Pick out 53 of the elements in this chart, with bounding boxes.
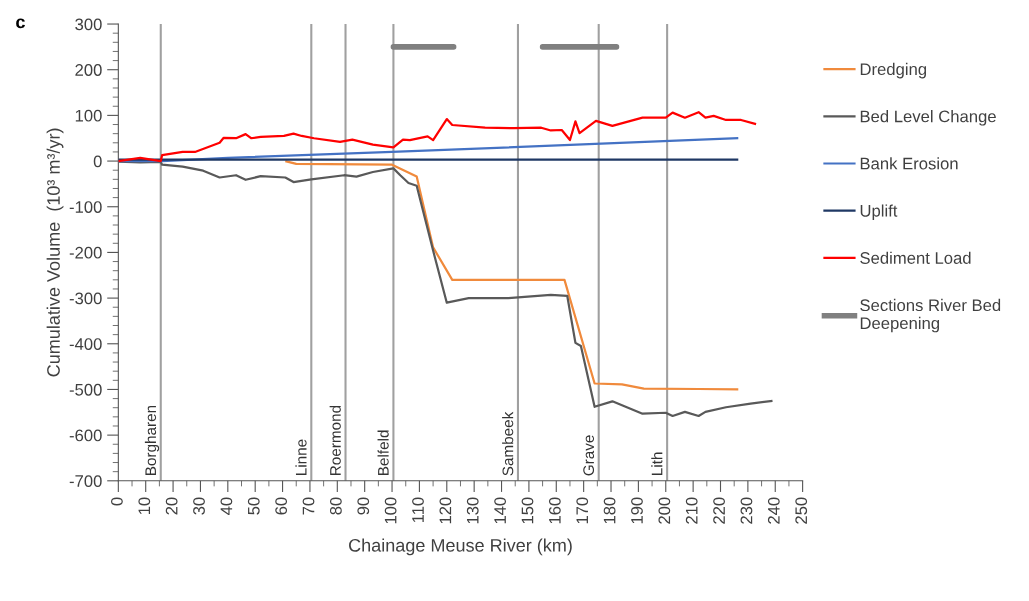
chart-title: c <box>16 18 25 29</box>
y-tick-label: -500 <box>69 383 102 396</box>
legend-label: Dredging <box>860 62 927 79</box>
x-tick-label: 230 <box>740 497 753 524</box>
x-tick-label: 180 <box>603 497 616 524</box>
y-tick-label: -600 <box>69 429 102 442</box>
x-tick-label: 250 <box>795 497 808 524</box>
y-tick-label: -300 <box>69 292 102 305</box>
x-tick-label: 30 <box>193 497 205 515</box>
legend-label: Bed Level Change <box>860 110 996 126</box>
x-tick-label: 60 <box>275 497 288 515</box>
legend-label: Sections River Bed Deepening <box>860 298 1001 333</box>
ref-line-label: Sambeek <box>502 411 514 476</box>
x-tick-label: 80 <box>329 497 342 515</box>
x-tick-label: 140 <box>494 497 507 524</box>
ref-line-label: Belfeld <box>377 430 389 475</box>
x-tick-label: 100 <box>384 497 397 524</box>
legend-label: Uplift <box>860 204 898 220</box>
x-tick-label: 10 <box>138 497 151 515</box>
ref-line-label: Linne <box>295 439 307 475</box>
y-tick-label: -400 <box>69 338 102 350</box>
x-tick-label: 210 <box>685 497 698 524</box>
x-tick-label: 220 <box>713 497 725 524</box>
x-tick-label: 70 <box>302 497 315 515</box>
ref-line-label: Lith <box>651 452 663 475</box>
x-tick-label: 150 <box>521 497 534 524</box>
x-tick-label: 120 <box>439 497 452 524</box>
x-tick-label: 40 <box>220 497 233 515</box>
legend-label: Bank Erosion <box>860 157 958 170</box>
x-tick-label: 0 <box>111 497 123 506</box>
ref-line-label: Borgharen <box>144 405 160 475</box>
x-tick-label: 200 <box>658 497 671 524</box>
x-tick-label: 190 <box>631 497 643 524</box>
y-tick-label: -100 <box>69 201 102 213</box>
ref-line-label: Grave <box>583 435 595 476</box>
x-tick-label: 90 <box>357 497 370 515</box>
legend-label: Sediment Load <box>860 251 971 264</box>
x-tick-label: 20 <box>165 497 178 515</box>
y-axis-title: Cumulative Volume (10³ m³/yr) <box>46 128 64 377</box>
y-tick-label: 0 <box>93 155 102 168</box>
x-tick-label: 160 <box>548 497 561 524</box>
x-tick-label: 50 <box>247 497 260 515</box>
x-tick-label: 170 <box>576 497 589 524</box>
y-tick-label: -700 <box>69 475 102 487</box>
y-tick-label: -200 <box>69 246 102 259</box>
y-tick-label: 100 <box>75 109 102 122</box>
y-tick-label: 300 <box>75 18 102 31</box>
ref-line-label: Roermond <box>329 405 341 475</box>
y-tick-label: 200 <box>75 64 102 76</box>
x-tick-label: 240 <box>767 497 780 524</box>
x-tick-label: 110 <box>412 497 424 523</box>
x-axis-title: Chainage Meuse River (km) <box>349 538 572 556</box>
x-tick-label: 130 <box>466 497 479 524</box>
